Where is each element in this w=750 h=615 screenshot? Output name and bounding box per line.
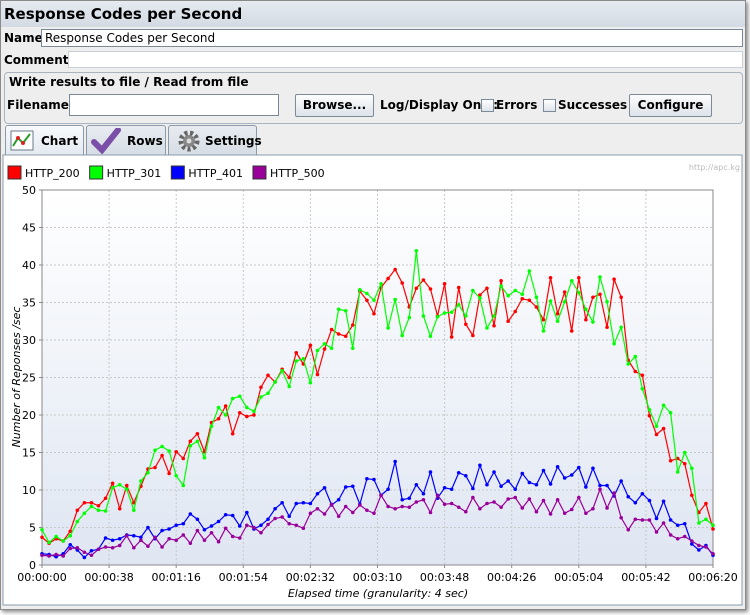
check-icon: [91, 128, 121, 154]
successes-checkbox[interactable]: [543, 99, 556, 112]
chart-icon: [10, 130, 34, 151]
gear-icon: [178, 130, 200, 152]
tab-label: Rows: [127, 134, 163, 148]
group-title: Write results to file / Read from file: [9, 75, 249, 89]
tab-settings[interactable]: Settings: [168, 125, 262, 156]
comments-input[interactable]: [68, 51, 743, 68]
errors-checkbox[interactable]: [481, 99, 494, 112]
log-display-label: Log/Display Only:: [380, 98, 498, 112]
errors-label: Errors: [496, 98, 538, 112]
configure-button[interactable]: Configure: [629, 94, 712, 117]
tab-rows[interactable]: Rows: [86, 125, 166, 156]
name-label: Name:: [4, 31, 48, 45]
window-title: Response Codes per Second: [4, 5, 243, 23]
browse-button[interactable]: Browse...: [295, 94, 374, 117]
tab-label: Settings: [205, 134, 262, 148]
file-group: [4, 72, 743, 124]
title-bar: [1, 1, 745, 27]
filename-label: Filename: [7, 98, 69, 112]
tab-chart[interactable]: Chart: [5, 125, 84, 156]
name-value: Response Codes per Second: [45, 31, 216, 45]
tab-label: Chart: [41, 134, 79, 148]
successes-label: Successes: [558, 98, 628, 112]
comments-label: Comments:: [4, 53, 81, 67]
filename-input[interactable]: [69, 94, 279, 116]
name-input[interactable]: Response Codes per Second: [41, 29, 743, 47]
